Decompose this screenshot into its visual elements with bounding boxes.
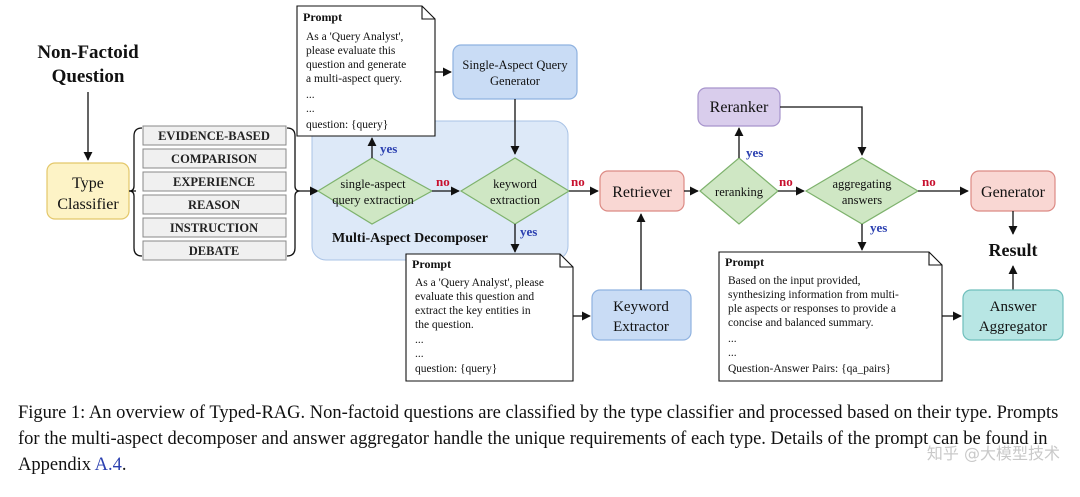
question-type-list: EVIDENCE-BASED COMPARISON EXPERIENCE REA… bbox=[142, 125, 287, 261]
answer-aggregator-line2: Aggregator bbox=[979, 319, 1047, 335]
decision-reranking-label: reranking bbox=[715, 185, 764, 199]
decision-aggregating bbox=[804, 157, 920, 225]
prompt-keyword-line: As a 'Query Analyst', please bbox=[415, 277, 544, 289]
answer-aggregator-box bbox=[962, 289, 1064, 341]
keyword-extractor-line2: Extractor bbox=[613, 319, 669, 335]
typed-rag-diagram: Multi-Aspect Decomposer Non-Factoid Ques… bbox=[37, 5, 1064, 382]
yes-label-aggregating: yes bbox=[870, 220, 887, 235]
prompt-answer-line: ple aspects or responses to provide a bbox=[728, 303, 896, 315]
single-aspect-generator-line1: Single-Aspect Query bbox=[462, 58, 568, 72]
single-aspect-generator-line2: Generator bbox=[490, 74, 541, 88]
prompt-top-line: question: {query} bbox=[306, 119, 388, 131]
figure-caption: Figure 1: An overview of Typed-RAG. Non-… bbox=[18, 400, 1068, 478]
type-evidence-based: EVIDENCE-BASED bbox=[158, 129, 270, 143]
prompt-keyword-line: the question. bbox=[415, 319, 474, 331]
prompt-answer-line: synthesizing information from multi- bbox=[728, 289, 899, 301]
yes-label-keyword: yes bbox=[520, 224, 537, 239]
appendix-link[interactable]: A.4 bbox=[94, 455, 122, 475]
retriever-label: Retriever bbox=[612, 184, 672, 201]
prompt-top-line: As a 'Query Analyst', bbox=[306, 31, 404, 43]
keyword-extractor-line1: Keyword bbox=[613, 299, 669, 315]
decision-single-aspect-line2: query extraction bbox=[332, 193, 414, 207]
watermark: 知乎 @大模型技术 bbox=[926, 444, 1060, 463]
prompt-keyword-box bbox=[405, 253, 574, 382]
prompt-answer-line: concise and balanced summary. bbox=[728, 317, 874, 329]
caption-text: Figure 1: An overview of Typed-RAG. Non-… bbox=[18, 403, 1059, 475]
decision-aggregating-line2: answers bbox=[842, 193, 882, 207]
prompt-top-line: please evaluate this bbox=[306, 45, 396, 57]
prompt-top-line: question and generate bbox=[306, 59, 406, 71]
prompt-keyword-line: evaluate this question and bbox=[415, 291, 534, 303]
prompt-top-line: ... bbox=[306, 103, 315, 115]
type-reason: REASON bbox=[188, 198, 240, 212]
decision-single-aspect-line1: single-aspect bbox=[340, 177, 406, 191]
prompt-keyword-line: extract the key entities in bbox=[415, 305, 531, 317]
title-line1: Non-Factoid bbox=[37, 42, 139, 63]
no-label-aggregating: no bbox=[922, 174, 936, 189]
prompt-answer-line: Question-Answer Pairs: {qa_pairs} bbox=[728, 363, 891, 375]
caption-end: . bbox=[121, 455, 127, 475]
reranker-label: Reranker bbox=[710, 99, 769, 116]
no-label-reranking: no bbox=[779, 174, 793, 189]
prompt-top-line: a multi-aspect query. bbox=[306, 73, 402, 85]
type-comparison: COMPARISON bbox=[171, 152, 257, 166]
type-experience: EXPERIENCE bbox=[173, 175, 255, 189]
decision-aggregating-line1: aggregating bbox=[832, 177, 892, 191]
type-classifier-line1: Type bbox=[72, 175, 104, 192]
decision-keyword-line2: extraction bbox=[490, 193, 541, 207]
prompt-keyword-line: question: {query} bbox=[415, 363, 497, 375]
answer-aggregator-line1: Answer bbox=[990, 299, 1037, 315]
type-classifier-line2: Classifier bbox=[57, 196, 119, 213]
type-debate: DEBATE bbox=[189, 244, 239, 258]
generator-label: Generator bbox=[981, 184, 1046, 201]
title-line2: Question bbox=[52, 66, 125, 87]
prompt-answer-box bbox=[718, 251, 943, 382]
no-label-keyword: no bbox=[571, 174, 585, 189]
result-label: Result bbox=[989, 240, 1038, 260]
prompt-keyword-line: ... bbox=[415, 334, 424, 346]
decision-keyword-line1: keyword bbox=[493, 177, 537, 191]
yes-label-reranking: yes bbox=[746, 145, 763, 160]
yes-label-single-aspect: yes bbox=[380, 141, 397, 156]
prompt-top-box bbox=[296, 5, 436, 137]
prompt-answer-line: ... bbox=[728, 333, 737, 345]
prompt-keyword-title: Prompt bbox=[412, 257, 451, 271]
prompt-keyword-line: ... bbox=[415, 348, 424, 360]
prompt-answer-line: Based on the input provided, bbox=[728, 275, 861, 287]
single-aspect-generator-box bbox=[452, 44, 578, 100]
prompt-answer-title: Prompt bbox=[725, 255, 764, 269]
type-instruction: INSTRUCTION bbox=[170, 221, 258, 235]
prompt-answer-line: ... bbox=[728, 347, 737, 359]
no-label-single-aspect: no bbox=[436, 174, 450, 189]
decomposer-label: Multi-Aspect Decomposer bbox=[332, 231, 488, 246]
prompt-top-title: Prompt bbox=[303, 10, 342, 24]
prompt-top-line: ... bbox=[306, 89, 315, 101]
